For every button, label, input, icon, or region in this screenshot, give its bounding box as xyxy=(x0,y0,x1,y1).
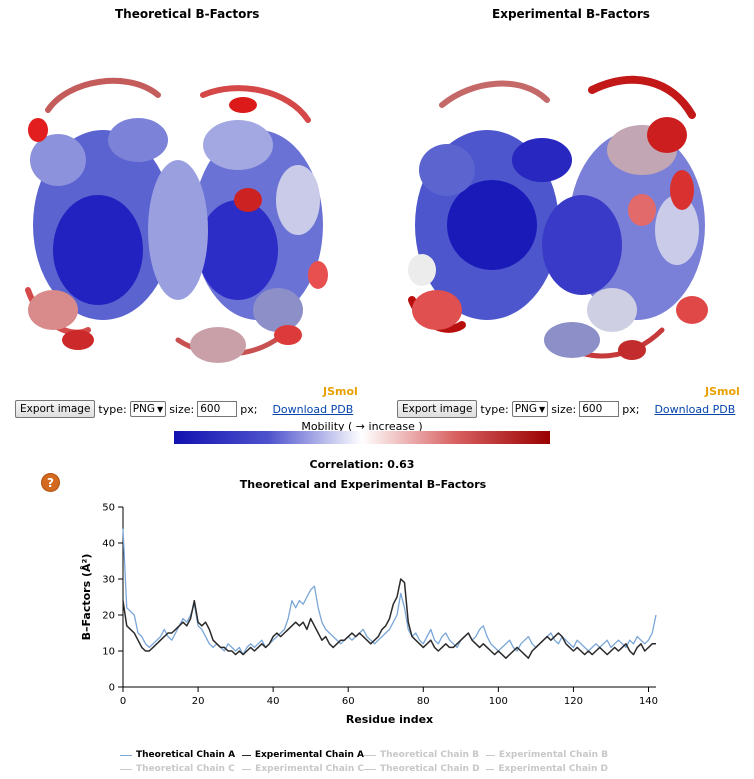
theoretical-molecule-viewer[interactable] xyxy=(8,40,368,385)
legend-item[interactable]: Experimental Chain B xyxy=(486,750,608,760)
legend-item[interactable]: Experimental Chain A xyxy=(242,750,364,760)
x-tick-label: 20 xyxy=(192,696,205,707)
y-tick-label: 40 xyxy=(102,539,115,550)
theoretical-protein-render xyxy=(25,77,328,363)
legend-swatch xyxy=(120,754,132,756)
legend-item[interactable]: Theoretical Chain D xyxy=(364,764,486,774)
download-pdb-link[interactable]: Download PDB xyxy=(654,402,736,416)
chevron-down-icon: ▼ xyxy=(157,404,164,414)
legend-row: Theoretical Chain C Experimental Chain C T… xyxy=(120,762,640,776)
experimental-export-row: Export image type: PNG ▼ size: 600 px; Do… xyxy=(397,400,735,418)
px-label: px; xyxy=(622,402,640,416)
theoretical-export-row: Export image type: PNG ▼ size: 600 px; Do… xyxy=(15,400,353,418)
theoretical-panel-title: Theoretical B-Factors xyxy=(115,7,260,21)
legend-label: Experimental Chain B xyxy=(498,750,608,760)
series-line-experimental-chain-a xyxy=(122,578,656,659)
x-tick-label: 80 xyxy=(417,696,430,707)
legend-swatch xyxy=(242,768,252,770)
x-tick-label: 140 xyxy=(639,696,658,707)
type-label: type: xyxy=(98,402,127,416)
experimental-panel-title: Experimental B-Factors xyxy=(492,7,650,21)
export-image-button[interactable]: Export image xyxy=(397,400,478,418)
image-size-input[interactable]: 600 xyxy=(579,401,620,417)
legend-item[interactable]: Theoretical Chain A xyxy=(120,750,242,760)
legend-label: Experimental Chain D xyxy=(498,764,608,774)
legend-item[interactable]: Theoretical Chain B xyxy=(364,750,486,760)
x-tick-label: 40 xyxy=(267,696,280,707)
chevron-down-icon: ▼ xyxy=(539,404,546,414)
y-tick-label: 20 xyxy=(102,611,115,622)
image-type-value: PNG xyxy=(132,403,156,415)
x-tick-label: 120 xyxy=(564,696,583,707)
legend-item[interactable]: Experimental Chain D xyxy=(486,764,608,774)
experimental-protein-render xyxy=(408,75,708,360)
y-tick-label: 30 xyxy=(102,575,115,586)
px-label: px; xyxy=(240,402,258,416)
legend-label: Theoretical Chain B xyxy=(380,750,479,760)
legend-swatch xyxy=(486,768,495,770)
size-label: size: xyxy=(551,402,577,416)
help-icon[interactable]: ? xyxy=(42,474,59,491)
chart-title: Theoretical and Experimental B–Factors xyxy=(239,478,487,491)
correlation-value: Correlation: 0.63 xyxy=(309,458,415,471)
x-tick-label: 100 xyxy=(489,696,508,707)
legend-item[interactable]: Experimental Chain C xyxy=(242,764,364,774)
download-pdb-link[interactable]: Download PDB xyxy=(272,402,354,416)
legend-label: Experimental Chain A xyxy=(254,750,364,760)
mobility-colorbar xyxy=(174,431,550,444)
image-type-select[interactable]: PNG ▼ xyxy=(511,401,549,417)
image-type-value: PNG xyxy=(514,403,538,415)
chart-legend: Theoretical Chain A Experimental Chain A T… xyxy=(120,748,640,776)
y-axis-label: B–Factors (Å²) xyxy=(80,554,93,641)
legend-label: Experimental Chain C xyxy=(255,764,364,774)
mobility-label: Mobility ( → increase ) xyxy=(301,420,423,433)
x-tick-label: 60 xyxy=(342,696,355,707)
legend-row: Theoretical Chain A Experimental Chain A T… xyxy=(120,748,640,762)
type-label: type: xyxy=(480,402,509,416)
legend-label: Theoretical Chain A xyxy=(136,750,236,760)
series-line-theoretical-chain-a xyxy=(122,528,657,656)
jsmol-label-experimental: JSmol xyxy=(705,385,740,398)
x-tick-label: 0 xyxy=(120,696,126,707)
bfactor-line-chart: 0 10 20 30 40 50 0 20 40 60 80 100 120 140 Residue ind… xyxy=(80,503,658,727)
legend-swatch xyxy=(120,768,132,770)
legend-swatch xyxy=(242,754,251,756)
y-tick-label: 50 xyxy=(102,503,115,514)
legend-swatch xyxy=(486,754,495,756)
experimental-molecule-viewer[interactable] xyxy=(392,40,752,385)
legend-label: Theoretical Chain D xyxy=(380,764,480,774)
legend-label: Theoretical Chain C xyxy=(136,764,235,774)
image-type-select[interactable]: PNG ▼ xyxy=(129,401,167,417)
y-tick-label: 10 xyxy=(102,647,115,658)
export-image-button[interactable]: Export image xyxy=(15,400,96,418)
legend-item[interactable]: Theoretical Chain C xyxy=(120,764,242,774)
legend-swatch xyxy=(364,754,376,756)
x-axis-label: Residue index xyxy=(346,713,433,726)
y-tick-label: 0 xyxy=(109,683,115,694)
jsmol-label-theoretical: JSmol xyxy=(323,385,358,398)
size-label: size: xyxy=(169,402,195,416)
image-size-input[interactable]: 600 xyxy=(197,401,238,417)
legend-swatch xyxy=(364,768,376,770)
